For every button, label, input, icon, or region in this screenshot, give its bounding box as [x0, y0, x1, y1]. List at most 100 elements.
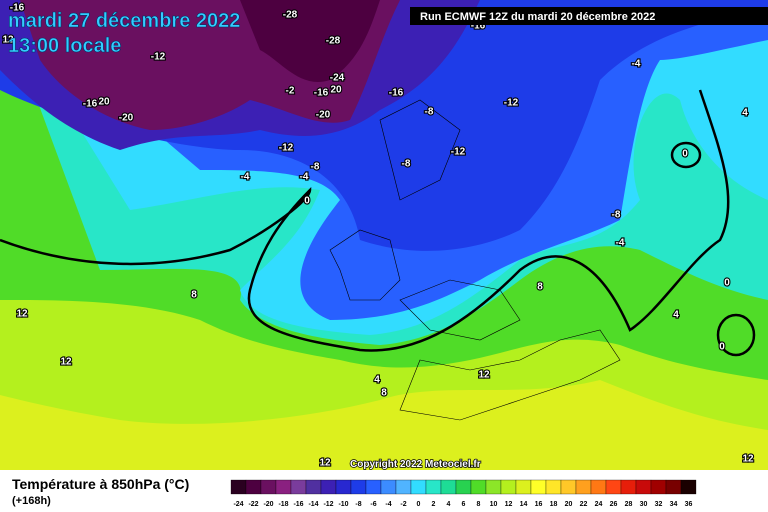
legend-swatch	[410, 479, 427, 495]
contour-label: -8	[612, 210, 621, 221]
contour-label: -16	[389, 88, 404, 99]
contour-label: -28	[326, 36, 341, 47]
legend-swatch	[680, 479, 697, 495]
legend-tick-label: 24	[595, 501, 603, 508]
legend-swatch	[560, 479, 577, 495]
legend-swatch	[620, 479, 637, 495]
legend-swatch	[365, 479, 382, 495]
legend-tick-label: 12	[505, 501, 513, 508]
legend-swatch	[260, 479, 277, 495]
legend-tick-label: -4	[385, 501, 391, 508]
legend-swatch	[590, 479, 607, 495]
contour-label: -12	[279, 143, 294, 154]
legend-swatch	[245, 479, 262, 495]
legend-swatch	[335, 479, 352, 495]
legend-swatch	[395, 479, 412, 495]
legend-tick-label: 14	[520, 501, 528, 508]
contour-label: 0	[719, 342, 725, 353]
legend-tick-label: 18	[550, 501, 558, 508]
contour-label: -20	[316, 110, 331, 121]
legend-swatch	[275, 479, 292, 495]
contour-label: -12	[451, 147, 466, 158]
legend-tick-label: -8	[355, 501, 361, 508]
valid-date: mardi 27 décembre 2022	[8, 10, 240, 32]
legend-tick-label: 10	[490, 501, 498, 508]
legend-tick-label: 4	[447, 501, 451, 508]
map-background	[0, 0, 768, 470]
legend-swatch	[545, 479, 562, 495]
legend-tick-label: -24	[233, 501, 243, 508]
legend-swatch	[530, 479, 547, 495]
contour-label: -24	[330, 73, 345, 84]
coastlines	[329, 99, 621, 421]
legend-tick-label: -12	[323, 501, 333, 508]
contour-label: -16	[314, 88, 329, 99]
legend-swatch	[320, 479, 337, 495]
color-legend: -24 -22 -20 -18 -16 -14 -12 -10 -8 -6 -4 -2 0 2 4 6 8 10 1…	[230, 479, 697, 508]
legend-tick-label: 16	[535, 501, 543, 508]
legend-tick-label: 0	[417, 501, 421, 508]
legend-tick-label: 32	[655, 501, 663, 508]
contour-label: -4	[241, 172, 250, 183]
legend-swatch	[515, 479, 532, 495]
contour-label: 12	[2, 35, 14, 46]
contour-label: -2	[286, 86, 295, 97]
legend-swatch	[440, 479, 457, 495]
lead-time: (+168h)	[12, 495, 51, 507]
contour-label: 4	[742, 108, 748, 119]
legend-swatch	[575, 479, 592, 495]
legend-swatch	[650, 479, 667, 495]
legend-swatch	[635, 479, 652, 495]
contour-label: 12	[16, 309, 28, 320]
legend-tick-label: 34	[670, 501, 678, 508]
contour-label: 4	[673, 310, 679, 321]
legend-tick-label: 26	[610, 501, 618, 508]
contour-label: -4	[616, 238, 625, 249]
contour-label: -20	[119, 113, 134, 124]
legend-tick-label: 20	[565, 501, 573, 508]
legend-tick-label: 22	[580, 501, 588, 508]
legend-swatch	[665, 479, 682, 495]
legend-swatch	[425, 479, 442, 495]
contour-label: -12	[151, 52, 166, 63]
legend-swatch	[605, 479, 622, 495]
legend-tick-label: -14	[308, 501, 318, 508]
copyright: Copyright 2022 Meteociel.fr	[350, 459, 481, 470]
contour-label: -28	[283, 10, 298, 21]
legend-tick-label: 8	[477, 501, 481, 508]
valid-time: 13:00 locale	[8, 35, 121, 57]
legend-swatch	[290, 479, 307, 495]
contour-label: -16	[83, 99, 98, 110]
legend-tick-label: 6	[462, 501, 466, 508]
legend-tick-label: 36	[685, 501, 693, 508]
legend-swatch	[485, 479, 502, 495]
contour-label: 12	[742, 454, 754, 465]
contour-label: 8	[191, 290, 197, 301]
contour-label: 0	[682, 149, 688, 160]
run-banner	[410, 7, 768, 25]
contour-label: 8	[381, 388, 387, 399]
contour-label: -4	[300, 172, 309, 183]
contour-label: 20	[98, 97, 110, 108]
legend-swatch	[470, 479, 487, 495]
contour-label: 20	[330, 85, 342, 96]
contour-label: 4	[374, 375, 380, 386]
contour-label: 12	[478, 370, 490, 381]
legend-swatch	[350, 479, 367, 495]
run-info: Run ECMWF 12Z du mardi 20 décembre 2022	[420, 11, 655, 23]
legend-tick-label: 28	[625, 501, 633, 508]
contour-label: -8	[311, 162, 320, 173]
legend-swatch	[305, 479, 322, 495]
legend-swatch	[455, 479, 472, 495]
zero-isotherm	[0, 89, 756, 357]
contour-label: 8	[537, 282, 543, 293]
legend-tick-label: -10	[338, 501, 348, 508]
legend-swatch	[380, 479, 397, 495]
variable-title: Température à 850hPa (°C)	[12, 476, 189, 492]
contour-label: 0	[304, 196, 310, 207]
contour-label: -12	[504, 98, 519, 109]
legend-tick-label: -16	[293, 501, 303, 508]
legend-tick-label: -18	[278, 501, 288, 508]
contour-label: 12	[60, 357, 72, 368]
contour-label: -16	[10, 3, 25, 14]
